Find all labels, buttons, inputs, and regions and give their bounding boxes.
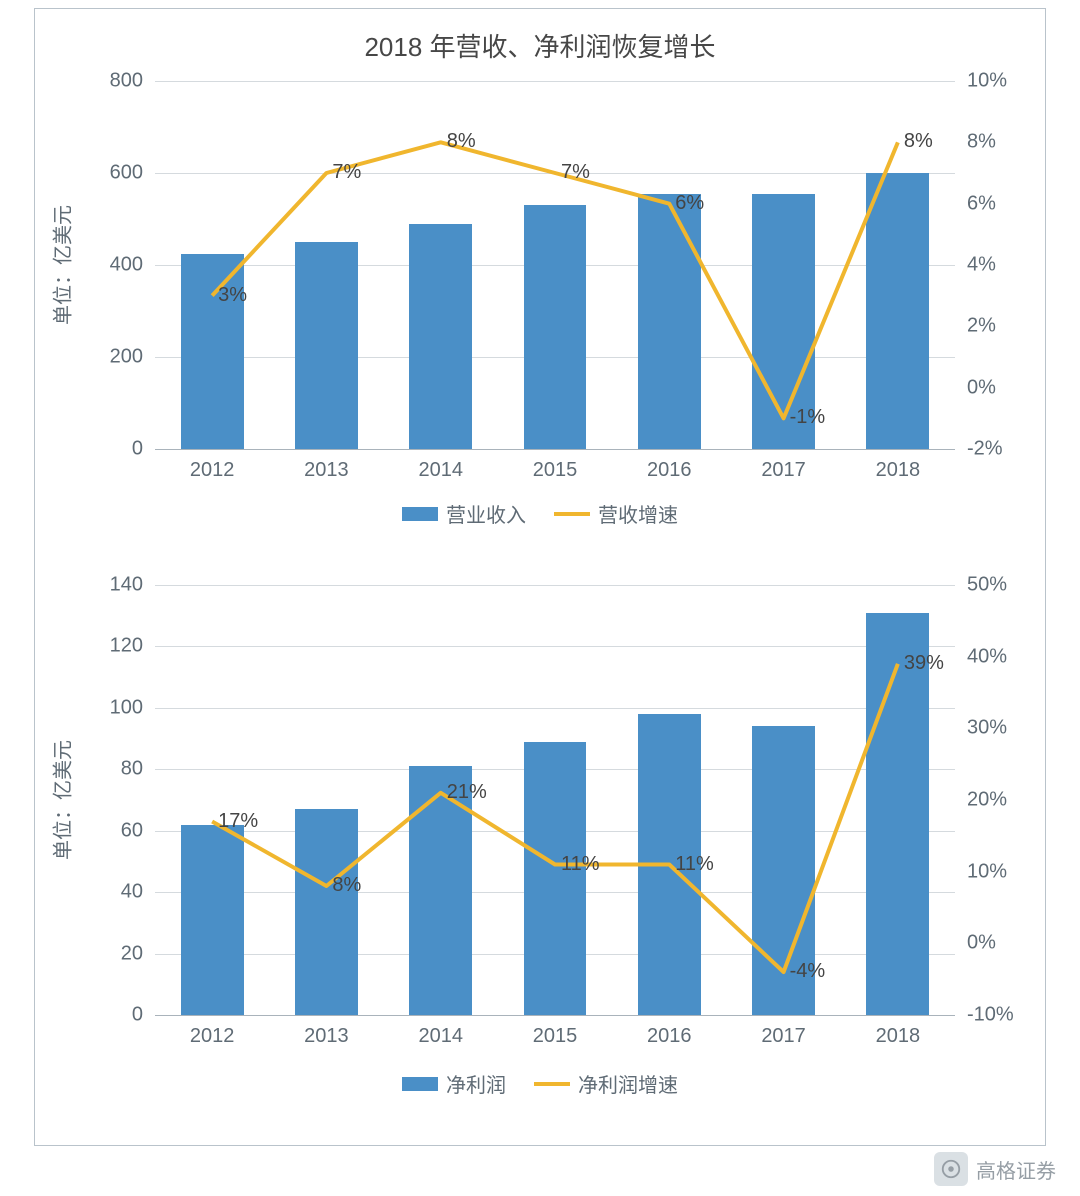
legend-bar-swatch xyxy=(402,1077,438,1091)
watermark: 高格证券 xyxy=(934,1152,1056,1186)
legend-line-label: 净利润增速 xyxy=(578,1069,678,1098)
left-tick: 20 xyxy=(121,942,155,965)
line-point-label: 8% xyxy=(332,874,361,897)
chart2-plot: 020406080100120140-10%0%10%20%30%40%50%2… xyxy=(155,585,955,1015)
right-tick: 50% xyxy=(955,574,1007,597)
right-tick: 40% xyxy=(955,645,1007,668)
left-tick: 140 xyxy=(110,574,155,597)
brand-label: 高格证券 xyxy=(976,1155,1056,1184)
line-point-label: -4% xyxy=(790,960,826,983)
right-tick: 30% xyxy=(955,717,1007,740)
x-tick: 2015 xyxy=(533,1015,578,1048)
line-point-label: 17% xyxy=(218,810,258,833)
right-tick: 0% xyxy=(955,932,996,955)
line-point-label: 39% xyxy=(904,652,944,675)
chart2-ylabel: 单位：亿美元 xyxy=(47,740,76,860)
chart2-legend: 净利润 净利润增速 xyxy=(35,1069,1045,1098)
x-tick: 2018 xyxy=(876,1015,921,1048)
chart-container: 2018 年营收、净利润恢复增长 单位：亿美元 0200400600800-2%… xyxy=(34,8,1046,1146)
line-point-label: 21% xyxy=(447,781,487,804)
x-tick: 2014 xyxy=(418,1015,463,1048)
line-point-label: 11% xyxy=(675,853,714,876)
left-tick: 60 xyxy=(121,819,155,842)
line-svg xyxy=(155,585,955,1015)
right-tick: 20% xyxy=(955,789,1007,812)
left-tick: 120 xyxy=(110,635,155,658)
legend-bar-label: 净利润 xyxy=(446,1069,506,1098)
brand-icon xyxy=(934,1152,968,1186)
legend-bar-item: 净利润 xyxy=(402,1069,506,1098)
left-tick: 0 xyxy=(132,1004,155,1027)
x-tick: 2017 xyxy=(761,1015,806,1048)
legend-line-item: 净利润增速 xyxy=(534,1069,678,1098)
legend-line-swatch xyxy=(534,1082,570,1086)
left-tick: 80 xyxy=(121,758,155,781)
x-tick: 2016 xyxy=(647,1015,692,1048)
right-tick: -10% xyxy=(955,1004,1014,1027)
left-tick: 100 xyxy=(110,696,155,719)
right-tick: 10% xyxy=(955,860,1007,883)
x-tick: 2012 xyxy=(190,1015,235,1048)
line-point-label: 11% xyxy=(561,853,600,876)
x-tick: 2013 xyxy=(304,1015,349,1048)
left-tick: 40 xyxy=(121,881,155,904)
profit-chart: 单位：亿美元 020406080100120140-10%0%10%20%30%… xyxy=(35,9,1045,1145)
